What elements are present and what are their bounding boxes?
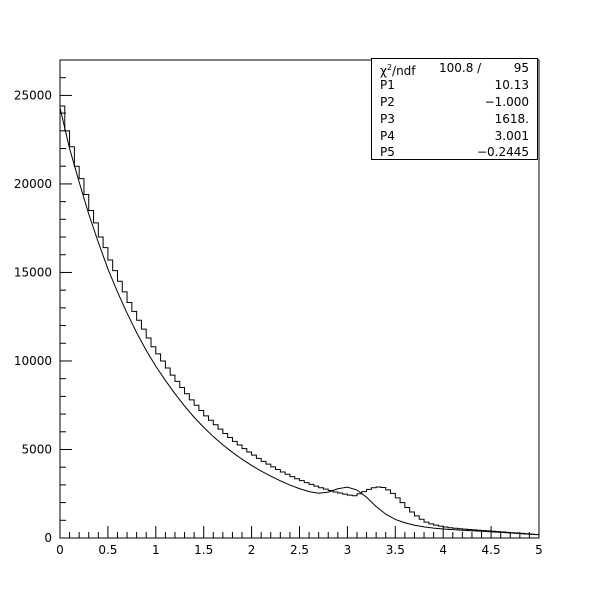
stats-chi2-value: 100.8 / — [439, 61, 482, 75]
x-tick-label: 0.5 — [98, 543, 117, 557]
stats-value: 1618. — [494, 112, 529, 126]
x-tick-label: 3.5 — [386, 543, 405, 557]
y-tick-label: 10000 — [14, 354, 52, 368]
x-tick-label: 0 — [56, 543, 64, 557]
stats-label: P4 — [380, 129, 395, 143]
y-tick-label: 20000 — [14, 177, 52, 191]
histogram-series — [60, 105, 539, 535]
x-tick-label: 5 — [535, 543, 543, 557]
y-tick-label: 5000 — [21, 442, 52, 456]
fit-statistics-box: χ2/ndf 100.8 / 95 P1 10.13 P2 −1.000 P3 … — [371, 58, 538, 160]
stats-row-p3: P3 1618. — [372, 110, 537, 128]
x-tick-label: 2 — [248, 543, 256, 557]
stats-label: P5 — [380, 145, 395, 159]
stats-row-chi2: χ2/ndf 100.8 / 95 — [372, 59, 537, 78]
stats-row-p5: P5 −0.2445 — [372, 143, 537, 161]
y-tick-label: 15000 — [14, 265, 52, 279]
x-tick-label: 1 — [152, 543, 160, 557]
stats-value: −1.000 — [484, 95, 529, 109]
stats-label: P3 — [380, 112, 395, 126]
stats-row-p1: P1 10.13 — [372, 76, 537, 94]
stats-label: P2 — [380, 95, 395, 109]
stats-value: 3.001 — [494, 129, 529, 143]
y-axis: 0 5000 10000 15000 20000 25000 — [14, 59, 72, 545]
x-axis: 0 0.5 1 1.5 2 2.5 3 3.5 4 4.5 5 — [56, 526, 543, 557]
x-tick-label: 2.5 — [290, 543, 309, 557]
stats-value: −0.2445 — [476, 145, 529, 159]
stats-label: P1 — [380, 78, 395, 92]
stats-value: 95 — [513, 61, 529, 75]
stats-row-p4: P4 3.001 — [372, 127, 537, 145]
stats-value: 10.13 — [494, 78, 529, 92]
x-tick-label: 1.5 — [194, 543, 213, 557]
y-tick-label: 25000 — [14, 88, 52, 102]
x-tick-label: 4 — [439, 543, 447, 557]
stats-label: χ2/ndf — [380, 63, 416, 78]
y-tick-label: 0 — [44, 531, 52, 545]
stats-row-p2: P2 −1.000 — [372, 93, 537, 111]
x-tick-label: 4.5 — [482, 543, 501, 557]
fit-curve-series — [59, 107, 540, 536]
x-tick-label: 3 — [344, 543, 352, 557]
